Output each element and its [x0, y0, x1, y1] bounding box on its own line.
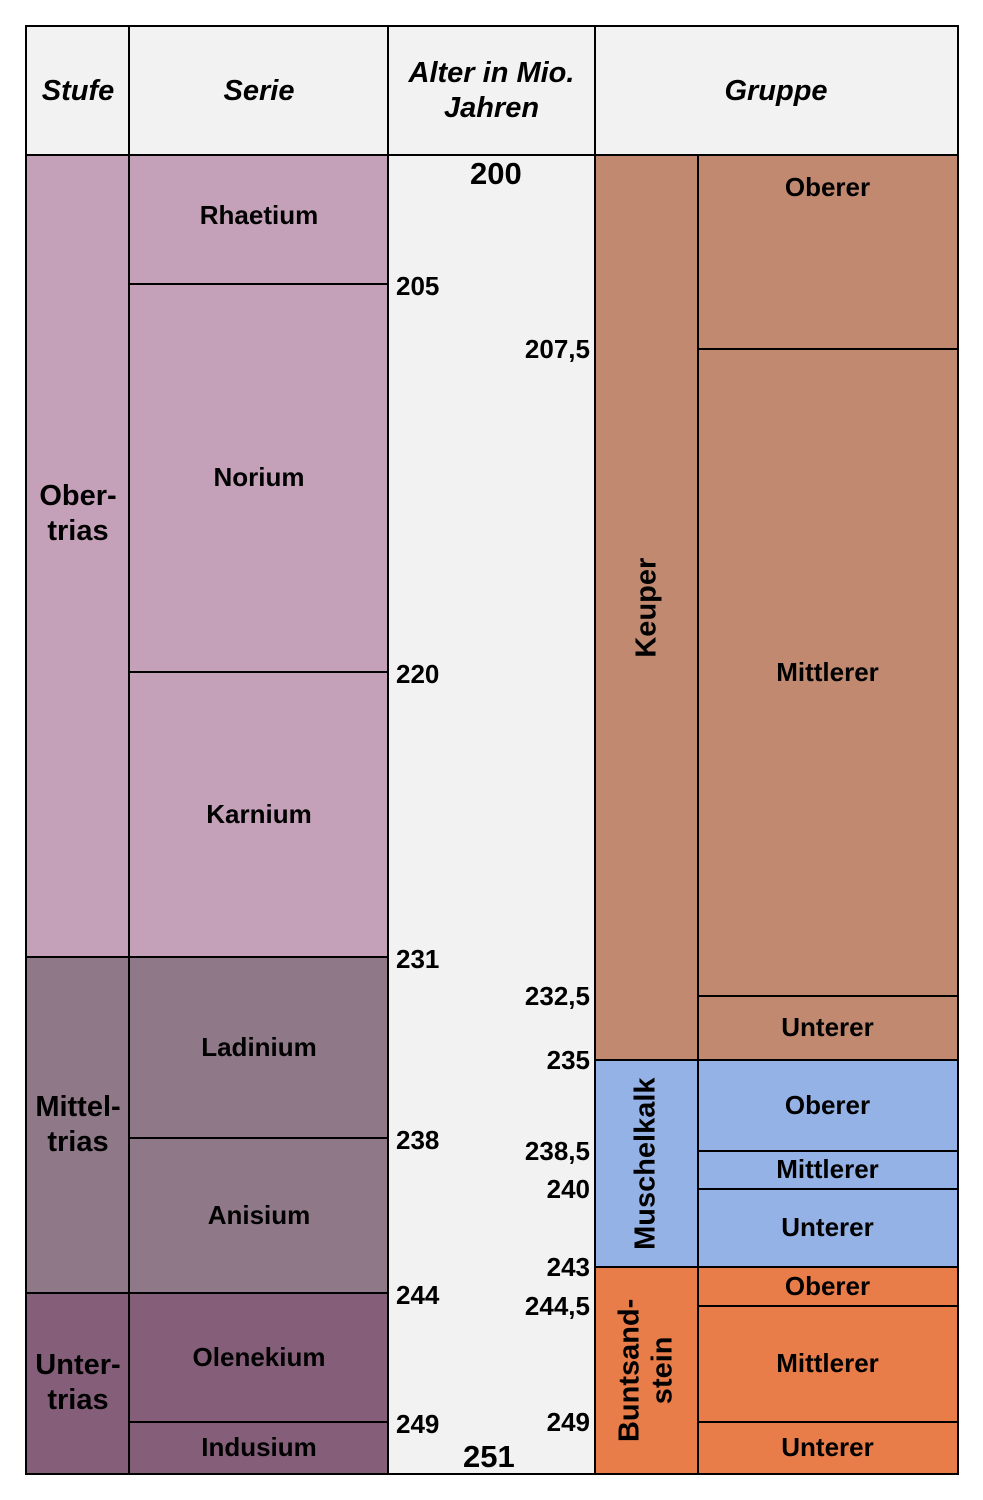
age-serie-220: 220: [396, 659, 440, 689]
serie-fill-karnium: [130, 672, 388, 957]
age-gruppe-240: 240: [546, 1174, 590, 1204]
unter-label-mittlerer: Mittlerer: [776, 656, 879, 687]
unter-fill-mittlerer: [698, 1151, 957, 1189]
unter-fill-mittlerer: [698, 349, 957, 996]
gruppe-boundary-line: [595, 1059, 698, 1061]
unter-fill-unterer: [698, 1422, 957, 1473]
unter-boundary-line: [698, 1266, 957, 1268]
unter-boundary-line: [698, 1421, 957, 1423]
stufe-fill-mittel-trias: [26, 957, 130, 1293]
serie-fill-indusium: [130, 1422, 388, 1473]
stufe-label-unter-trias: Unter-trias: [35, 1349, 121, 1416]
unter-label-mittlerer: Mittlerer: [776, 1154, 879, 1185]
unter-boundary-line: [698, 1188, 957, 1190]
serie-fill-rhaetium: [130, 155, 388, 284]
unter-label-unterer: Unterer: [781, 1012, 874, 1043]
stufe-boundary-line: [26, 956, 130, 958]
age-serie-205: 205: [396, 271, 440, 301]
serie-fill-ladinium: [130, 957, 388, 1138]
serie-boundary-line: [130, 956, 388, 958]
unter-label-mittlerer: Mittlerer: [776, 1348, 879, 1379]
unter-label-unterer: Unterer: [781, 1431, 874, 1462]
gruppe-fill-muschelkalk: [595, 1060, 698, 1267]
header-stufe: Stufe: [41, 74, 115, 107]
age-top-limit: 200: [470, 156, 522, 191]
unter-boundary-line: [698, 995, 957, 997]
unter-fill-unterer: [698, 1189, 957, 1267]
serie-boundary-line: [130, 671, 388, 673]
age-serie-244: 244: [396, 1280, 440, 1310]
header-rule: [26, 154, 957, 156]
age-serie-238: 238: [396, 1125, 440, 1155]
stufe-boundary-line: [26, 1292, 130, 1294]
unter-fill-unterer: [698, 996, 957, 1060]
unter-boundary-line: [698, 1305, 957, 1307]
column-divider: [594, 26, 596, 1474]
age-bottom-limit: 251: [463, 1439, 515, 1474]
serie-boundary-line: [130, 1137, 388, 1139]
age-serie-231: 231: [396, 944, 440, 974]
stufe-fill-unter-trias: [26, 1293, 130, 1473]
unter-label-oberer: Oberer: [784, 172, 871, 203]
serie-boundary-line: [130, 1292, 388, 1294]
unter-label-oberer: Oberer: [784, 1089, 871, 1120]
age-serie-249: 249: [396, 1409, 440, 1439]
serie-fill-norium: [130, 284, 388, 672]
column-divider: [697, 155, 699, 1474]
age-gruppe-235: 235: [546, 1045, 590, 1075]
header-serie: Serie: [223, 74, 295, 107]
stufe-label-mittel-trias: Mittel-trias: [35, 1091, 121, 1158]
serie-label-indusium: Indusium: [201, 1431, 317, 1462]
serie-fill-anisium: [130, 1138, 388, 1293]
header-gruppe: Gruppe: [724, 74, 828, 107]
gruppe-fill-keuper: [595, 155, 698, 1060]
unter-label-oberer: Oberer: [784, 1270, 871, 1301]
header-alter: Alter in Mio. Jahren: [408, 57, 575, 124]
gruppe-label-keuper: Keuper: [595, 155, 698, 1060]
gruppe-label-text: Keuper: [629, 557, 662, 658]
serie-label-norium: Norium: [213, 462, 305, 493]
table-frame: [25, 25, 959, 1475]
unter-boundary-line: [698, 1150, 957, 1152]
age-gruppe-232-5: 232,5: [524, 981, 590, 1011]
stufe-fill-ober-trias: [26, 155, 130, 957]
column-divider: [387, 26, 389, 1474]
age-gruppe-249: 249: [546, 1407, 590, 1437]
serie-label-ladinium: Ladinium: [201, 1031, 317, 1062]
serie-boundary-line: [130, 1421, 388, 1423]
gruppe-label-muschelkalk: Muschelkalk: [595, 1060, 698, 1267]
age-column-background: [388, 155, 595, 1473]
serie-label-anisium: Anisium: [207, 1199, 311, 1230]
gruppe-boundary-line: [595, 1266, 698, 1268]
age-gruppe-244-5: 244,5: [524, 1291, 590, 1321]
unter-boundary-line: [698, 1059, 957, 1061]
gruppe-label-buntsand-stein: Buntsand-stein: [595, 1267, 698, 1473]
gruppe-label-text: Buntsand-stein: [613, 1298, 679, 1442]
unter-fill-mittlerer: [698, 1306, 957, 1422]
age-gruppe-207-5: 207,5: [524, 334, 590, 364]
unter-label-unterer: Unterer: [781, 1212, 874, 1243]
unter-fill-oberer: [698, 1060, 957, 1151]
serie-fill-olenekium: [130, 1293, 388, 1422]
serie-boundary-line: [130, 283, 388, 285]
serie-label-olenekium: Olenekium: [192, 1341, 326, 1372]
gruppe-fill-buntsand-stein: [595, 1267, 698, 1473]
age-gruppe-243: 243: [546, 1252, 590, 1282]
unter-fill-oberer: [698, 1267, 957, 1306]
unter-fill-oberer: [698, 155, 957, 349]
age-gruppe-238-5: 238,5: [524, 1136, 590, 1166]
unter-boundary-line: [698, 348, 957, 350]
serie-label-karnium: Karnium: [206, 798, 312, 829]
stufe-label-ober-trias: Ober-trias: [39, 480, 117, 547]
header-background: [26, 26, 957, 155]
column-divider: [128, 26, 130, 1474]
serie-label-rhaetium: Rhaetium: [199, 199, 319, 230]
gruppe-label-text: Muschelkalk: [629, 1077, 662, 1250]
